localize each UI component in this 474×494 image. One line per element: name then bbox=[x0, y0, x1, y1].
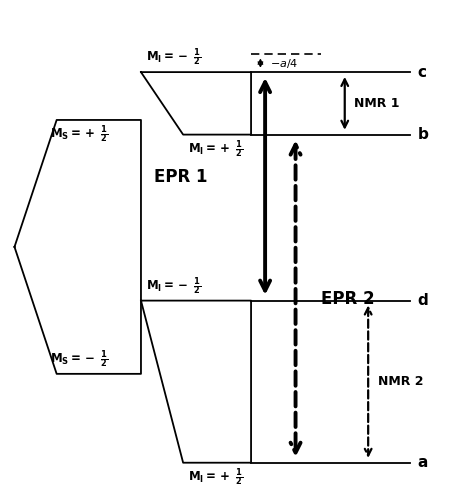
Text: $\mathbf{M_S = + \ \frac{1}{2}}$: $\mathbf{M_S = + \ \frac{1}{2}}$ bbox=[50, 124, 108, 145]
Text: NMR 1: NMR 1 bbox=[354, 97, 400, 110]
Text: EPR 2: EPR 2 bbox=[321, 289, 375, 308]
Text: $\mathbf{M_I = + \ \frac{1}{2}}$: $\mathbf{M_I = + \ \frac{1}{2}}$ bbox=[188, 138, 244, 160]
Text: NMR 2: NMR 2 bbox=[377, 375, 423, 388]
Text: $\mathbf{M_I = - \ \frac{1}{2}}$: $\mathbf{M_I = - \ \frac{1}{2}}$ bbox=[146, 275, 201, 297]
Text: a: a bbox=[417, 455, 428, 470]
Text: $\mathbf{M_S = - \ \frac{1}{2}}$: $\mathbf{M_S = - \ \frac{1}{2}}$ bbox=[50, 348, 108, 370]
Text: d: d bbox=[417, 293, 428, 308]
Text: $\mathbf{M_I = - \ \frac{1}{2}}$: $\mathbf{M_I = - \ \frac{1}{2}}$ bbox=[146, 46, 201, 68]
Text: $\mathit{- a/4}$: $\mathit{- a/4}$ bbox=[270, 57, 298, 70]
Text: c: c bbox=[417, 65, 426, 80]
Text: EPR 1: EPR 1 bbox=[154, 167, 208, 186]
Text: b: b bbox=[417, 127, 428, 142]
Text: $\mathbf{M_I = + \ \frac{1}{2}}$: $\mathbf{M_I = + \ \frac{1}{2}}$ bbox=[188, 466, 244, 488]
